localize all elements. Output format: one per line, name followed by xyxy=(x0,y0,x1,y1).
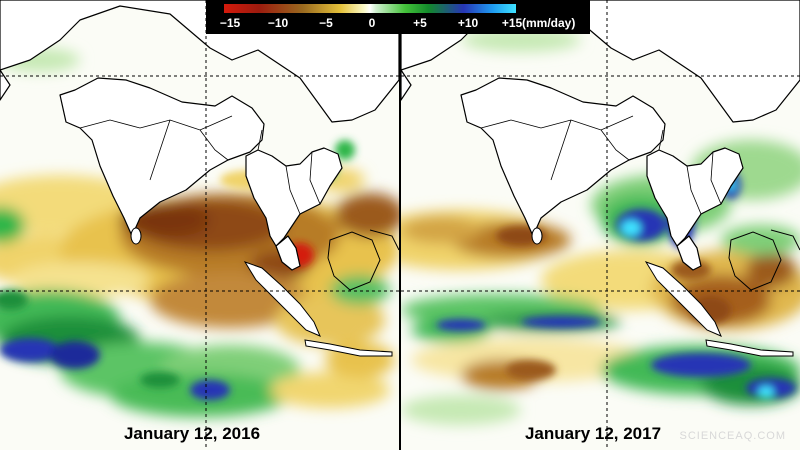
panel-2017-map xyxy=(401,0,800,450)
colorbar-label-minus15: −15 xyxy=(219,16,241,30)
colorbar-label-minus5: −5 xyxy=(319,16,333,30)
watermark: SCIENCEAQ.COM xyxy=(679,430,786,442)
colorbar-legend: −15 −10 −5 0 +5 +10 +15 (mm/day) xyxy=(206,0,590,34)
colorbar-label-zero: 0 xyxy=(368,16,376,30)
colorbar-label-minus10: −10 xyxy=(267,16,289,30)
colorbar-ramp xyxy=(224,4,516,13)
panel-divider xyxy=(399,0,401,450)
panel-2016-date-label: January 12, 2016 xyxy=(123,424,261,443)
colorbar-label-plus5: +5 xyxy=(413,16,427,30)
colorbar-units: (mm/day) xyxy=(522,16,576,30)
panel-2016-map xyxy=(0,0,399,450)
colorbar-label-plus15: +15 xyxy=(501,16,523,30)
colorbar-label-plus10: +10 xyxy=(457,16,479,30)
panel-2017-date-label: January 12, 2017 xyxy=(524,424,662,443)
